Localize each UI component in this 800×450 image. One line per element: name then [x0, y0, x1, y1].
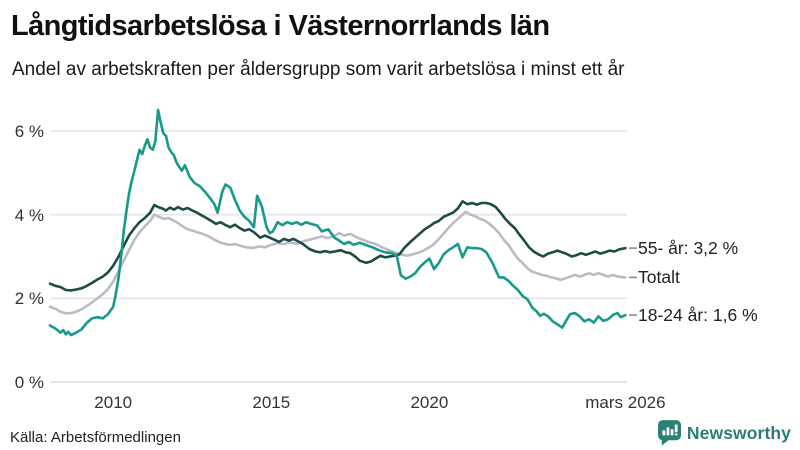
chart-title: Långtidsarbetslösa i Västernorrlands län	[11, 10, 550, 42]
x-tick-label-mars-2026: mars 2026	[585, 393, 666, 412]
y-tick-label-6: 6 %	[14, 122, 44, 141]
newsworthy-branding: Newsworthy	[657, 420, 791, 446]
y-tick-label-2: 2 %	[14, 289, 44, 309]
source-credit: Källa: Arbetsförmedlingen	[10, 429, 181, 446]
series-label-age-55-plus: 55- år: 3,2 %	[638, 238, 739, 259]
chart-subtitle: Andel av arbetskraften per åldersgrupp s…	[12, 59, 625, 80]
newsworthy-wordmark: Newsworthy	[686, 422, 791, 443]
x-tick-label-2020: 2020	[410, 393, 449, 412]
series-line-age-18-24	[48, 108, 627, 337]
series-line-age-55-plus	[48, 200, 627, 292]
x-tick-label-2015: 2015	[252, 393, 291, 412]
y-tick-label-0: 0 %	[14, 373, 44, 392]
series-line-total	[48, 210, 627, 315]
newsworthy-logo-icon	[657, 420, 681, 446]
x-tick-label-2010: 2010	[94, 393, 133, 412]
series-label-total: Totalt	[638, 267, 680, 288]
y-tick-label-4: 4 %	[14, 205, 44, 225]
series-label-age-18-24: 18-24 år: 1,6 %	[638, 305, 758, 326]
